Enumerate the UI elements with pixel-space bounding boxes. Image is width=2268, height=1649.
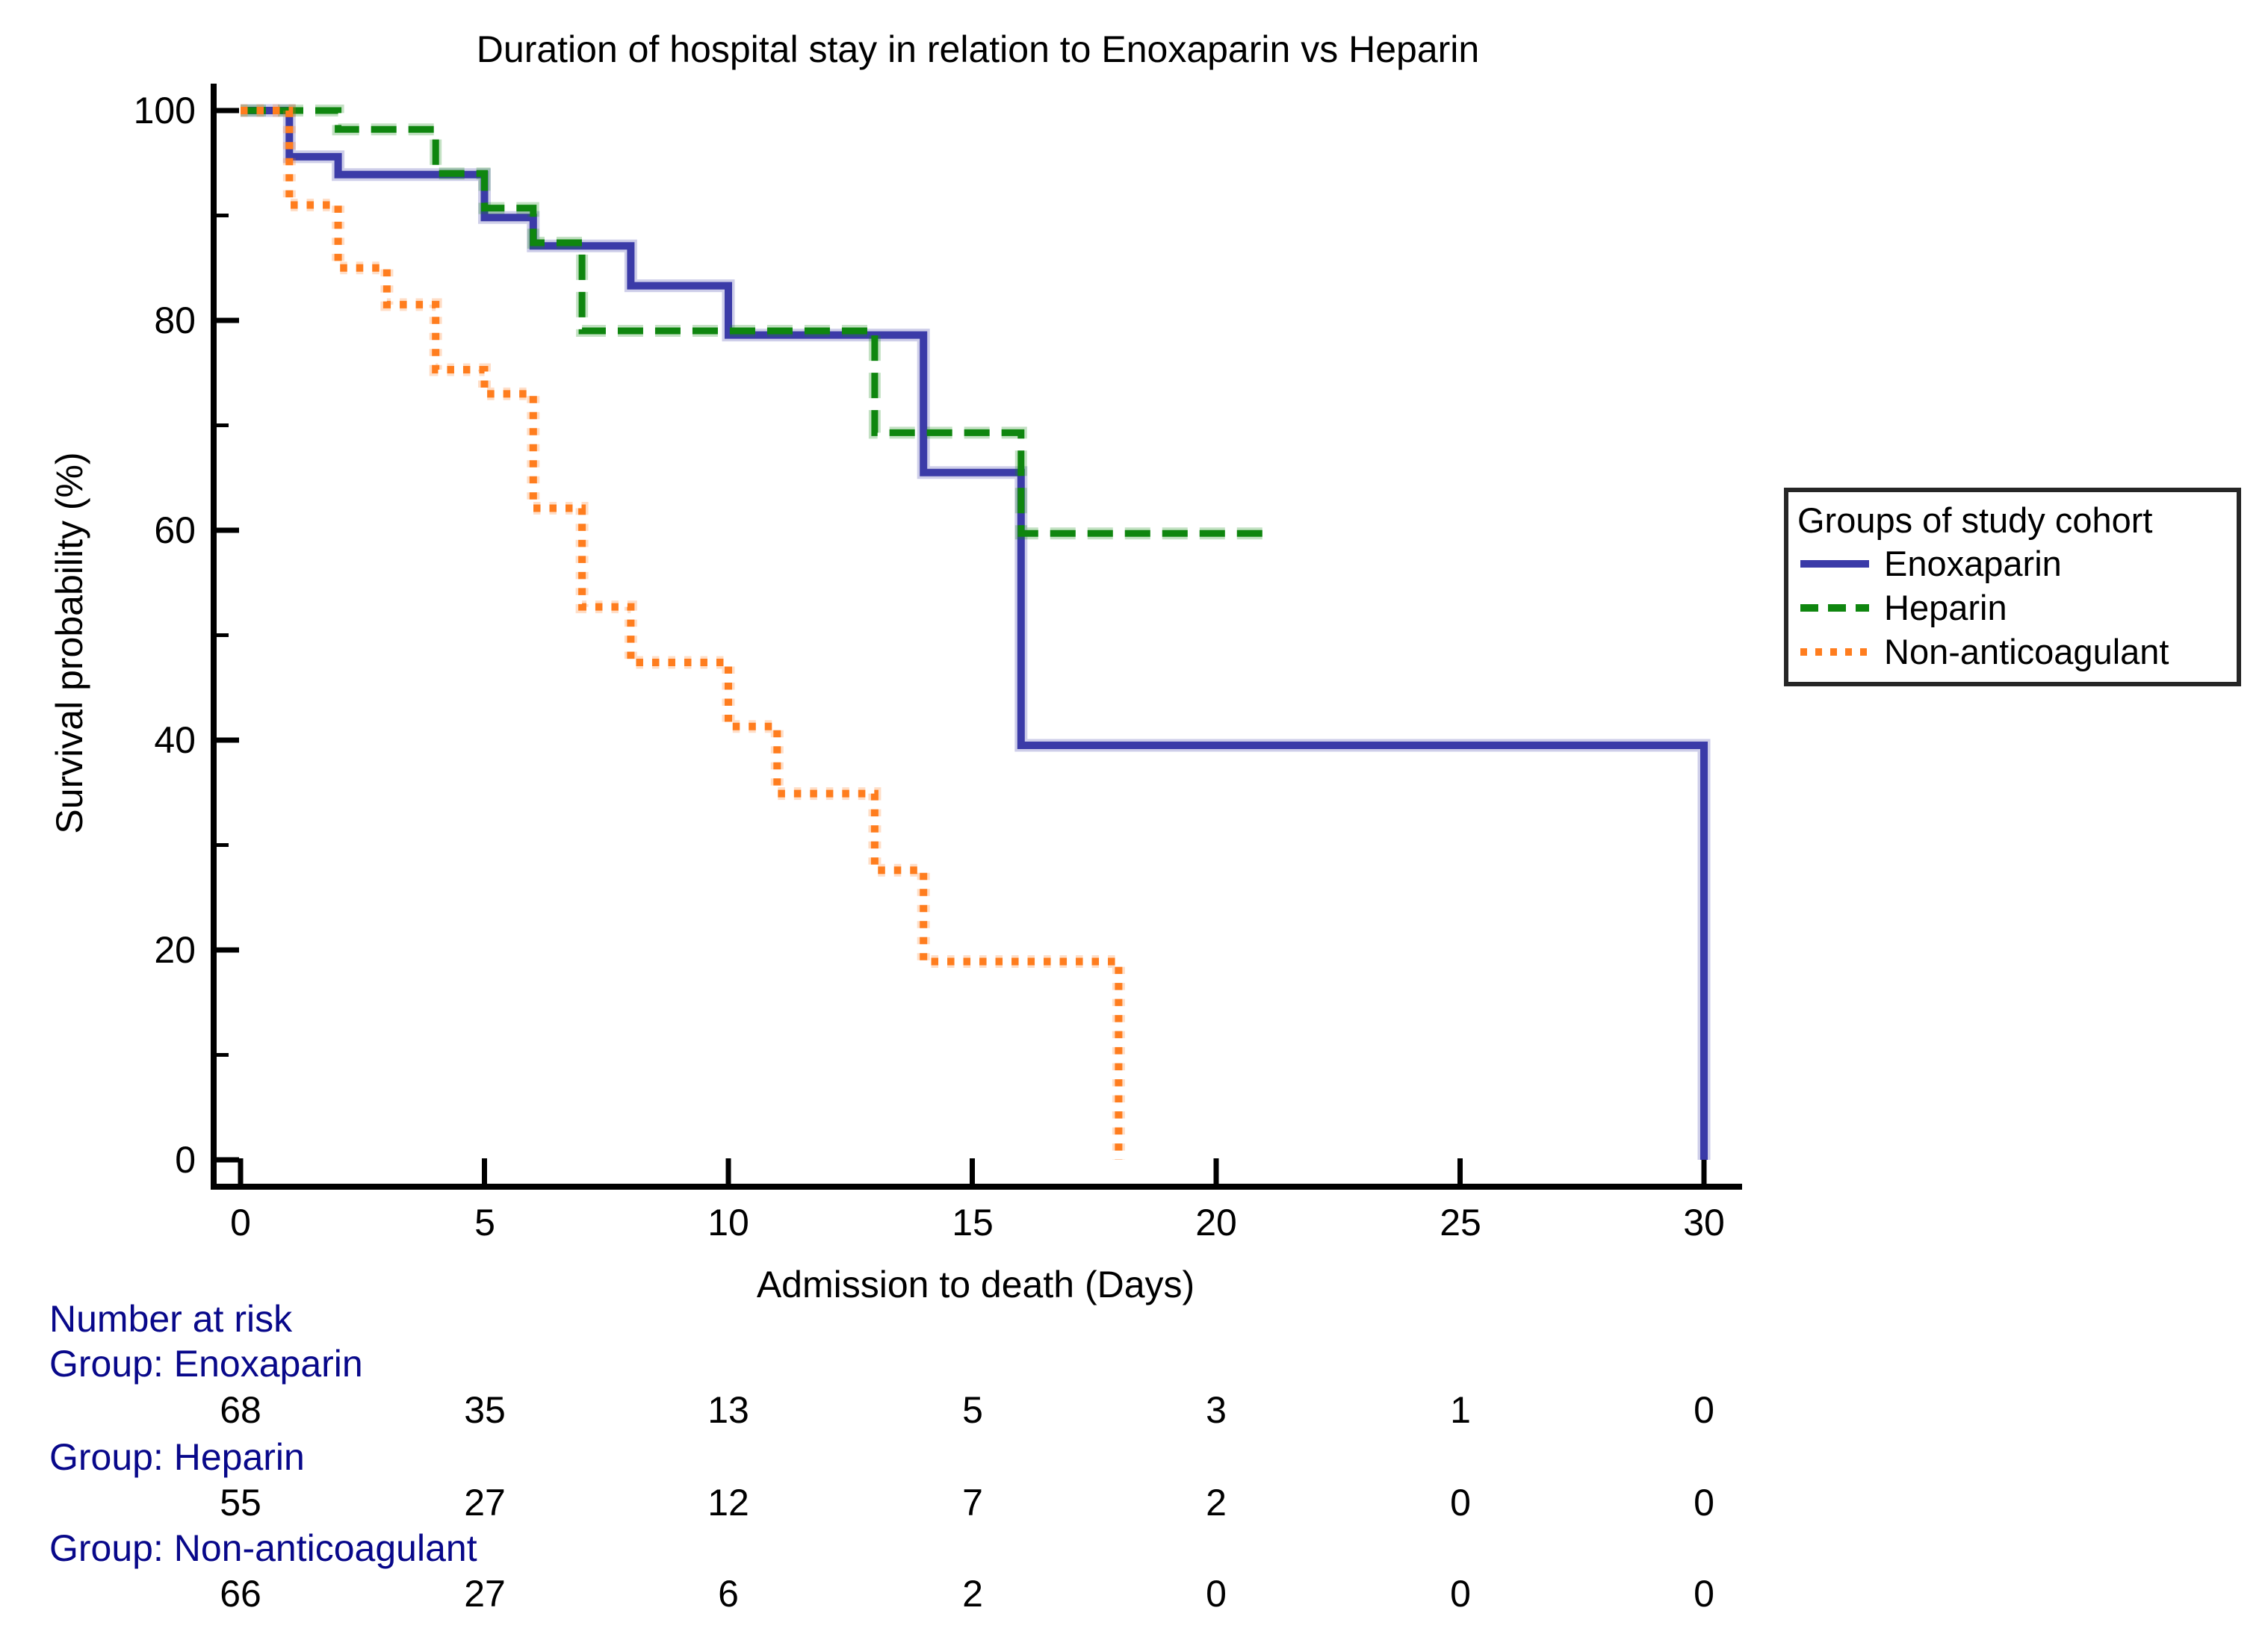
y-tick-label: 80 bbox=[154, 299, 196, 341]
risk-group-label: Group: Enoxaparin bbox=[49, 1343, 363, 1385]
risk-table-header: Number at risk bbox=[49, 1298, 293, 1340]
risk-count: 7 bbox=[962, 1482, 983, 1524]
legend-item-heparin: Heparin bbox=[1797, 586, 2237, 630]
legend-item-non-anticoagulant: Non-anticoagulant bbox=[1797, 630, 2237, 674]
y-tick-label: 100 bbox=[133, 90, 196, 131]
risk-count: 0 bbox=[1694, 1389, 1714, 1431]
y-tick-label: 20 bbox=[154, 929, 196, 971]
chart-title: Duration of hospital stay in relation to… bbox=[476, 28, 1480, 70]
heparin-line-sample bbox=[1800, 603, 1869, 612]
risk-count: 3 bbox=[1206, 1389, 1227, 1431]
x-tick-label: 10 bbox=[707, 1202, 749, 1243]
risk-count: 12 bbox=[707, 1482, 749, 1524]
risk-group-label: Group: Heparin bbox=[49, 1436, 305, 1478]
x-tick-label: 20 bbox=[1195, 1202, 1237, 1243]
legend-title: Groups of study cohort bbox=[1797, 500, 2153, 540]
risk-count: 68 bbox=[220, 1389, 261, 1431]
y-axis-label: Survival probability (%) bbox=[49, 452, 90, 834]
x-tick-label: 30 bbox=[1683, 1202, 1725, 1243]
legend-label: Heparin bbox=[1884, 588, 2007, 627]
risk-count: 0 bbox=[1694, 1482, 1714, 1524]
risk-count: 0 bbox=[1450, 1482, 1471, 1524]
risk-count: 27 bbox=[464, 1573, 506, 1615]
risk-count: 1 bbox=[1450, 1389, 1471, 1431]
risk-count: 55 bbox=[220, 1482, 261, 1524]
legend-label: Enoxaparin bbox=[1884, 544, 2062, 583]
risk-count: 13 bbox=[707, 1389, 749, 1431]
risk-count: 35 bbox=[464, 1389, 506, 1431]
x-axis-label: Admission to death (Days) bbox=[756, 1264, 1195, 1305]
y-tick-label: 40 bbox=[154, 719, 196, 761]
legend-label: Non-anticoagulant bbox=[1884, 632, 2169, 671]
x-tick-label: 0 bbox=[230, 1202, 251, 1243]
x-tick-label: 5 bbox=[474, 1202, 495, 1243]
x-tick-label: 15 bbox=[952, 1202, 994, 1243]
risk-count: 0 bbox=[1206, 1573, 1227, 1615]
risk-group-label: Group: Non-anticoagulant bbox=[49, 1527, 477, 1569]
risk-count: 0 bbox=[1450, 1573, 1471, 1615]
non-anticoagulant-line-sample bbox=[1800, 648, 1869, 656]
y-tick-label: 60 bbox=[154, 509, 196, 551]
risk-count: 27 bbox=[464, 1482, 506, 1524]
enoxaparin-line-sample bbox=[1800, 559, 1869, 568]
risk-count: 0 bbox=[1694, 1573, 1714, 1615]
risk-count: 6 bbox=[718, 1573, 739, 1615]
risk-count: 2 bbox=[1206, 1482, 1227, 1524]
x-tick-label: 25 bbox=[1440, 1202, 1481, 1243]
legend-item-enoxaparin: Enoxaparin bbox=[1797, 541, 2237, 586]
risk-count: 66 bbox=[220, 1573, 261, 1615]
y-tick-label: 0 bbox=[175, 1139, 196, 1181]
risk-count: 2 bbox=[962, 1573, 983, 1615]
risk-count: 5 bbox=[962, 1389, 983, 1431]
legend: Groups of study cohort Enoxaparin Hepari… bbox=[1784, 488, 2241, 686]
